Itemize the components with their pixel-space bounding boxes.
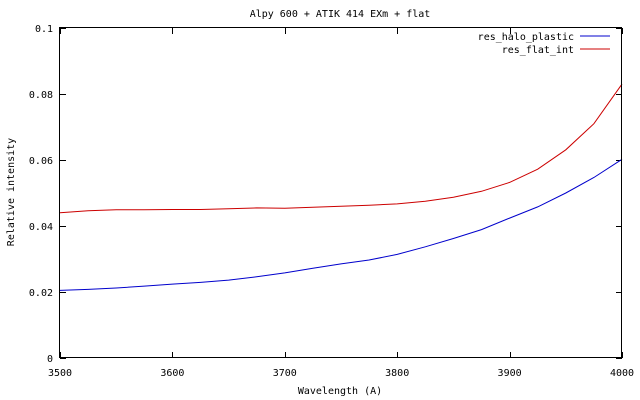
axis-ticks: 3500 3600 3700 3800 3900 4000 0 0.02 0.04 0.06 0.0… <box>29 24 634 379</box>
x-tick-label: 3600 <box>160 368 184 379</box>
x-tick-label: 3800 <box>385 368 409 379</box>
y-tick-label: 0.06 <box>29 156 53 167</box>
y-axis-label: Relative intensity <box>6 138 17 246</box>
chart-title: Alpy 600 + ATIK 414 EXm + flat <box>250 9 431 20</box>
legend-label: res_halo_plastic <box>478 32 574 43</box>
series-layer <box>59 83 623 291</box>
y-tick-label: 0.04 <box>29 222 53 233</box>
y-tick-label: 0.08 <box>29 90 53 101</box>
y-tick-label: 0 <box>47 354 53 365</box>
x-tick-label: 3500 <box>48 368 72 379</box>
x-axis-label: Wavelength (A) <box>298 386 382 397</box>
legend-label: res_flat_int <box>502 45 574 56</box>
y-axis-label-group: Relative intensity <box>6 138 17 246</box>
y-tick-label: 0.1 <box>35 24 53 35</box>
x-tick-label: 3900 <box>498 368 522 379</box>
plot-frame <box>59 27 622 358</box>
series-line-1 <box>59 158 623 291</box>
y-tick-label: 0.02 <box>29 288 53 299</box>
series-line-2 <box>59 83 623 214</box>
legend: res_halo_plastic res_flat_int <box>478 32 610 56</box>
x-tick-label: 4000 <box>610 368 634 379</box>
x-tick-label: 3700 <box>273 368 297 379</box>
